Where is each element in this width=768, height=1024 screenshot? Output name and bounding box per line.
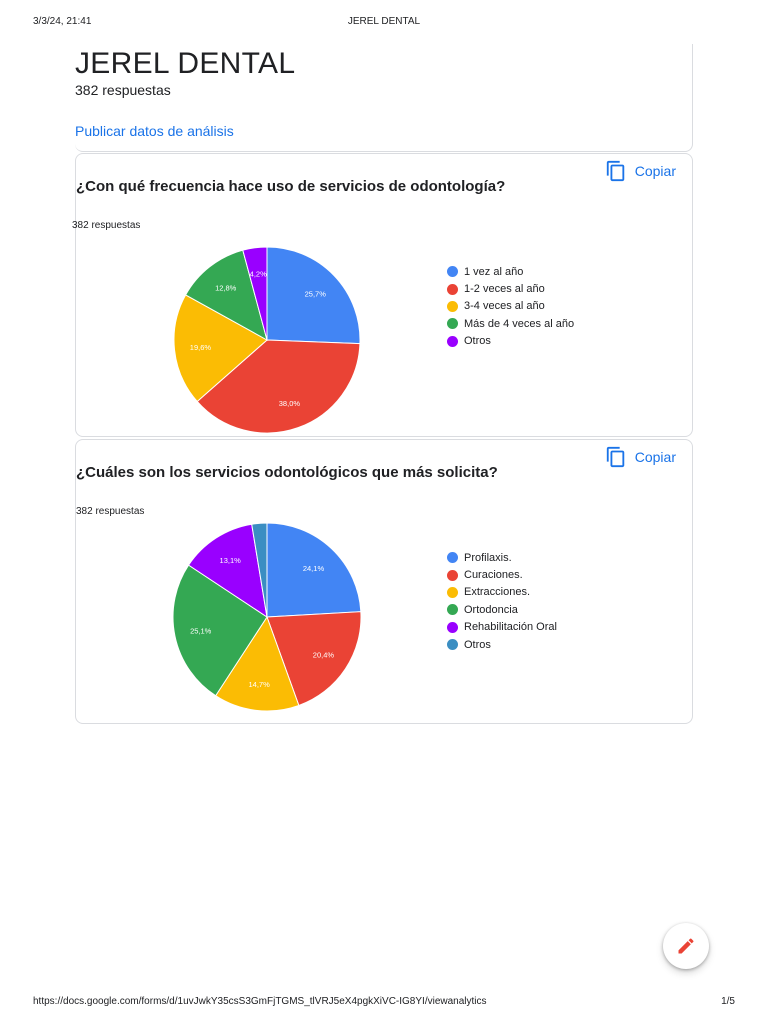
freq-legend-item-2: 3-4 veces al año	[447, 298, 574, 315]
legend-swatch	[447, 570, 458, 581]
print-footer: https://docs.google.com/forms/d/1uvJwkY3…	[33, 996, 735, 1010]
freq-legend-item-0: 1 vez al año	[447, 263, 574, 280]
freq-legend-item-3: Más de 4 veces al año	[447, 315, 574, 332]
serv-value-label-2: 14,7%	[249, 680, 271, 689]
legend-label: Rehabilitación Oral	[464, 621, 557, 633]
legend-swatch	[447, 587, 458, 598]
serv-legend-item-1: Curaciones.	[447, 566, 557, 583]
legend-swatch	[447, 318, 458, 329]
copy-label: Copiar	[635, 163, 676, 179]
legend-label: Profilaxis.	[464, 552, 512, 564]
legend-swatch	[447, 622, 458, 633]
form-title: JEREL DENTAL	[75, 46, 295, 82]
legend-swatch	[447, 604, 458, 615]
legend-swatch	[447, 552, 458, 563]
legend-label: Otros	[464, 639, 491, 651]
serv-legend-item-4: Rehabilitación Oral	[447, 619, 557, 636]
copy-icon	[605, 160, 627, 182]
serv-value-label-3: 25,1%	[190, 627, 212, 636]
legend-label: Ortodoncia	[464, 604, 518, 616]
legend-swatch	[447, 266, 458, 277]
pencil-icon	[676, 936, 696, 956]
legend-label: Curaciones.	[464, 569, 523, 581]
legend-swatch	[447, 301, 458, 312]
freq-legend-item-1: 1-2 veces al año	[447, 280, 574, 297]
freq-value-label-2: 19,6%	[190, 343, 212, 352]
legend-label: 1 vez al año	[464, 266, 523, 278]
legend-label: Extracciones.	[464, 586, 530, 598]
legend-label: Más de 4 veces al año	[464, 318, 574, 330]
print-url: https://docs.google.com/forms/d/1uvJwkY3…	[33, 996, 487, 1007]
serv-legend-item-2: Extracciones.	[447, 584, 557, 601]
freq-value-label-4: 4,2%	[250, 270, 267, 279]
freq-value-label-0: 25,7%	[305, 290, 327, 299]
copy-chart-button[interactable]: Copiar	[605, 160, 676, 182]
print-page-number: 1/5	[721, 996, 735, 1007]
legend-label: Otros	[464, 335, 491, 347]
freq-value-label-3: 12,8%	[215, 283, 237, 292]
pie-chart-services: 24,1% 20,4% 14,7% 25,1% 13,1%	[90, 366, 450, 716]
print-title: JEREL DENTAL	[33, 16, 735, 27]
legend-swatch	[447, 639, 458, 650]
serv-value-label-0: 24,1%	[303, 564, 325, 573]
legend-label: 1-2 veces al año	[464, 283, 545, 295]
copy-icon	[605, 446, 627, 468]
legend-label: 3-4 veces al año	[464, 300, 545, 312]
serv-value-label-1: 20,4%	[313, 650, 335, 659]
serv-legend-item-5: Otros	[447, 636, 557, 653]
serv-value-label-4: 13,1%	[220, 556, 242, 565]
legend-swatch	[447, 336, 458, 347]
edit-fab-button[interactable]	[663, 923, 709, 969]
freq-legend-item-4: Otros	[447, 333, 574, 350]
serv-legend-item-3: Ortodoncia	[447, 601, 557, 618]
copy-chart-button[interactable]: Copiar	[605, 446, 676, 468]
legend-services: Profilaxis. Curaciones. Extracciones. Ortod…	[447, 549, 557, 653]
copy-label: Copiar	[635, 449, 676, 465]
print-header: 3/3/24, 21:41 JEREL DENTAL	[33, 16, 735, 30]
legend-swatch	[447, 284, 458, 295]
serv-legend-item-0: Profilaxis.	[447, 549, 557, 566]
legend-frequency: 1 vez al año 1-2 veces al año 3-4 veces al…	[447, 263, 574, 350]
